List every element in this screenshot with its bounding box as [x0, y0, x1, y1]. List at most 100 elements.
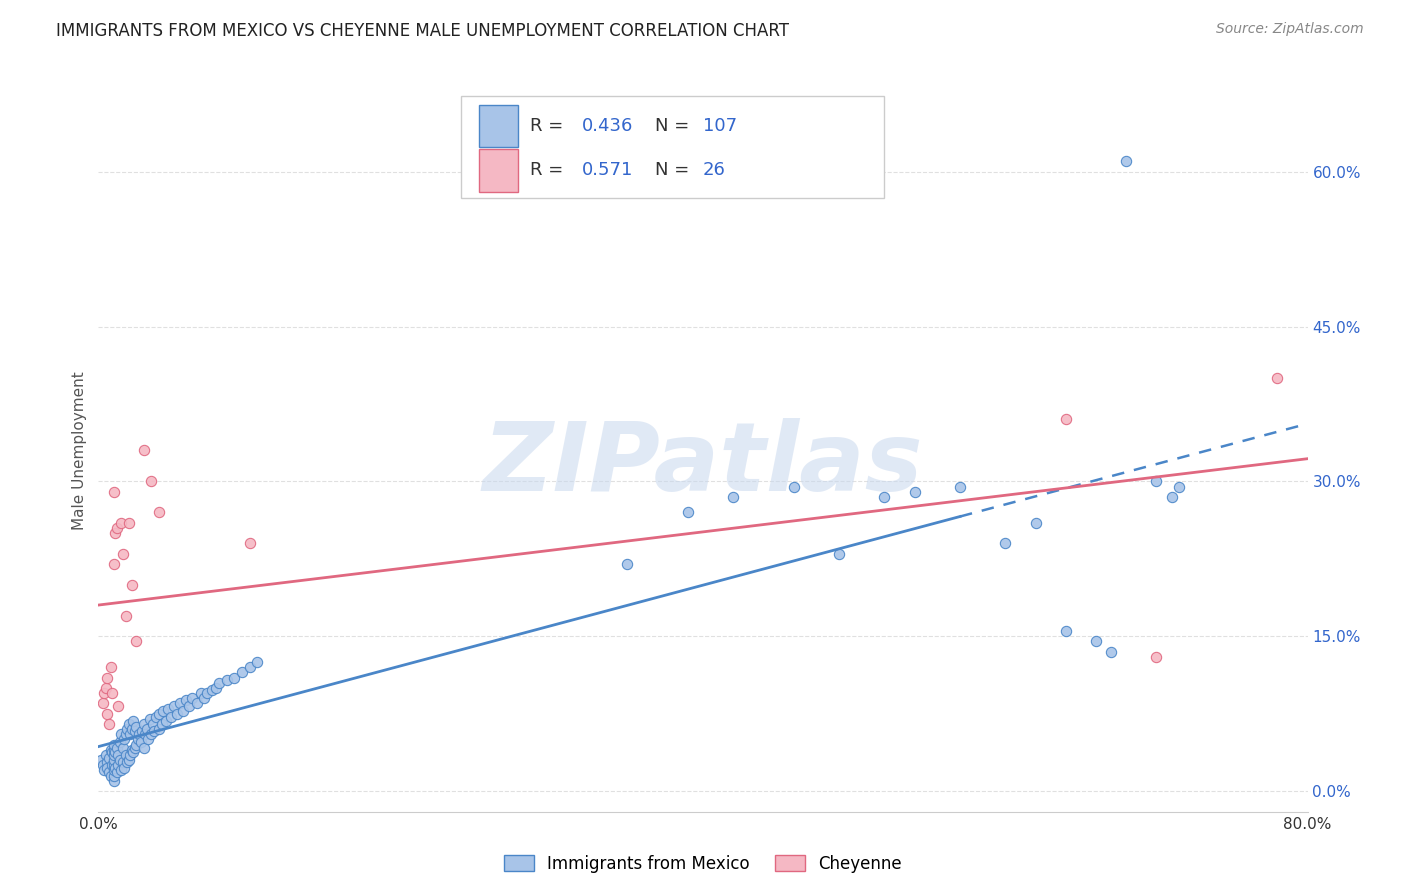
Point	[114, 747, 136, 762]
Point	[111, 755, 134, 769]
Point	[112, 732, 135, 747]
Point	[1144, 475, 1167, 489]
Point	[115, 755, 138, 769]
Point	[231, 665, 253, 680]
Point	[152, 704, 174, 718]
Point	[110, 727, 132, 741]
Point	[125, 634, 148, 648]
Y-axis label: Male Unemployment: Male Unemployment	[72, 371, 87, 530]
Point	[121, 722, 143, 736]
Point	[107, 758, 129, 772]
Text: 107: 107	[703, 117, 737, 135]
Point	[120, 747, 142, 762]
Point	[193, 691, 215, 706]
Point	[148, 722, 170, 736]
Point	[215, 673, 238, 687]
Point	[120, 727, 142, 741]
Point	[1054, 412, 1077, 426]
Point	[98, 765, 121, 780]
Point	[1168, 480, 1191, 494]
Point	[148, 505, 170, 519]
FancyBboxPatch shape	[479, 149, 517, 192]
Point	[107, 747, 129, 762]
Point	[828, 547, 851, 561]
Point	[616, 557, 638, 571]
Point	[105, 521, 128, 535]
Point	[90, 753, 112, 767]
Point	[103, 484, 125, 499]
Point	[100, 660, 122, 674]
Point	[104, 761, 127, 775]
Point	[145, 710, 167, 724]
Point	[114, 608, 136, 623]
Point	[195, 686, 218, 700]
Point	[103, 557, 125, 571]
Point	[148, 706, 170, 721]
Point	[150, 717, 173, 731]
Point	[155, 714, 177, 728]
Point	[108, 753, 131, 767]
Point	[111, 740, 134, 755]
Point	[1267, 371, 1289, 385]
Point	[105, 765, 128, 780]
Point	[1054, 624, 1077, 639]
Point	[181, 691, 204, 706]
Text: N =: N =	[655, 117, 695, 135]
Point	[179, 699, 201, 714]
Point	[169, 696, 191, 710]
Point	[129, 734, 152, 748]
Text: Source: ZipAtlas.com: Source: ZipAtlas.com	[1216, 22, 1364, 37]
Point	[118, 717, 141, 731]
Point	[122, 714, 145, 728]
Point	[103, 769, 125, 783]
Point	[93, 764, 115, 778]
Point	[101, 745, 124, 759]
Point	[103, 764, 125, 778]
Point	[110, 516, 132, 530]
Point	[239, 660, 262, 674]
Text: IMMIGRANTS FROM MEXICO VS CHEYENNE MALE UNEMPLOYMENT CORRELATION CHART: IMMIGRANTS FROM MEXICO VS CHEYENNE MALE …	[56, 22, 789, 40]
Point	[98, 751, 121, 765]
Point	[949, 480, 972, 494]
Point	[135, 722, 157, 736]
Point	[132, 740, 155, 755]
Point	[186, 696, 208, 710]
Point	[103, 743, 125, 757]
Point	[96, 755, 118, 769]
Point	[103, 758, 125, 772]
Point	[127, 732, 149, 747]
Point	[103, 738, 125, 752]
Point	[118, 516, 141, 530]
Point	[904, 484, 927, 499]
Point	[112, 761, 135, 775]
Point	[239, 536, 262, 550]
Text: 26: 26	[703, 161, 725, 179]
Point	[121, 577, 143, 591]
Point	[104, 745, 127, 759]
Point	[142, 717, 165, 731]
Point	[160, 710, 183, 724]
Point	[156, 701, 179, 715]
Point	[246, 655, 269, 669]
Point	[103, 773, 125, 788]
Point	[1115, 154, 1137, 169]
Point	[201, 682, 224, 697]
Point	[111, 547, 134, 561]
Point	[100, 743, 122, 757]
Point	[1099, 645, 1122, 659]
Text: 0.436: 0.436	[582, 117, 634, 135]
Point	[205, 681, 228, 695]
Point	[143, 724, 166, 739]
Point	[131, 724, 153, 739]
Point	[873, 490, 896, 504]
Point	[1024, 516, 1046, 530]
Point	[115, 722, 138, 736]
Point	[93, 686, 115, 700]
Point	[101, 686, 124, 700]
Point	[208, 675, 231, 690]
FancyBboxPatch shape	[461, 96, 884, 198]
Point	[96, 671, 118, 685]
Point	[101, 758, 124, 772]
Point	[103, 753, 125, 767]
Point	[190, 686, 212, 700]
